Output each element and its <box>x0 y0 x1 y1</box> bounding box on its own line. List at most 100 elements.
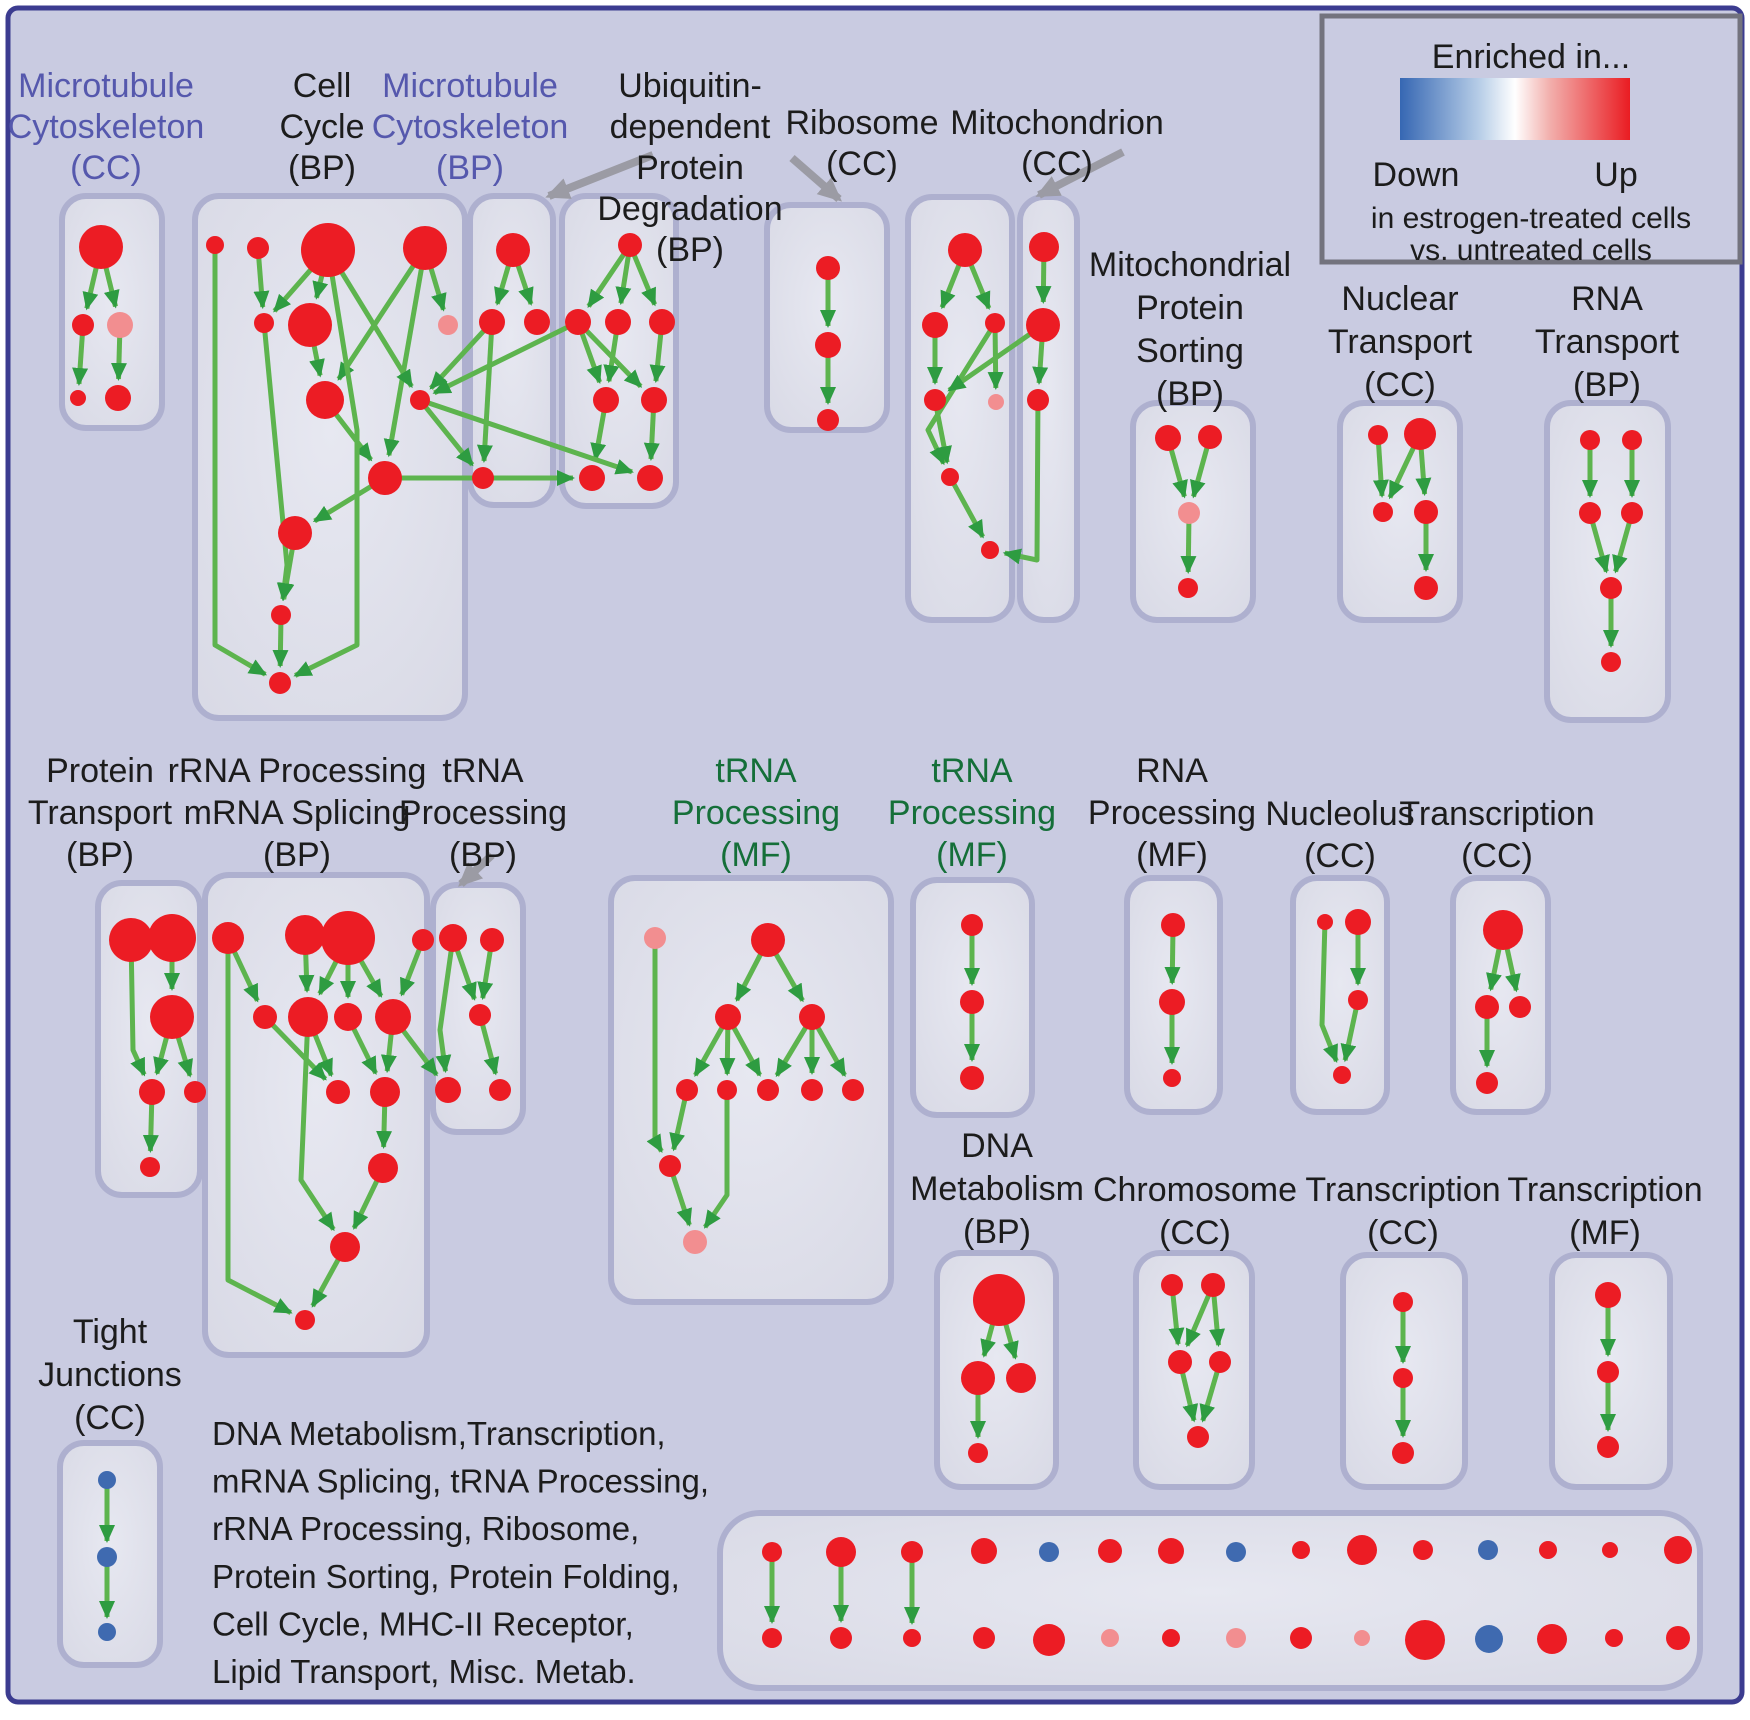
edge-protein-transport-0-3 <box>128 959 147 1077</box>
rna-proc-label: RNA Processing (MF) <box>1088 752 1256 874</box>
edge-ubiquitin-3-5 <box>649 332 666 384</box>
gene-set-node-ubiquitin-3 <box>649 309 675 335</box>
edges-layer <box>72 251 1640 1625</box>
go-term-box-mitochondrion <box>1017 194 1080 623</box>
gene-set-node-protein-transport-5 <box>140 1157 160 1177</box>
legend-gradient-bar <box>1400 78 1630 140</box>
edge-cell-cycle-2-12 <box>293 274 360 678</box>
go-term-box-ubiquitin <box>559 193 679 509</box>
edge-ubiquitin-1-4 <box>579 331 602 384</box>
cross-edge-ubiquitin-cell-cycle <box>432 324 570 396</box>
gene-set-node-bottom-strip-15 <box>762 1628 782 1648</box>
gene-set-node-mito-sorting-3 <box>1178 578 1198 598</box>
gene-set-node-protein-transport-0 <box>109 918 153 962</box>
gene-set-node-rrna-10 <box>368 1153 398 1183</box>
go-term-box-microtubule-bp <box>467 193 556 508</box>
gene-set-node-bottom-strip-23 <box>1290 1627 1312 1649</box>
gene-set-node-rrna-2 <box>321 911 375 965</box>
gene-set-node-microtubule-cc-1 <box>72 314 94 336</box>
gene-set-node-protein-transport-4 <box>184 1081 206 1103</box>
gene-set-node-transcription-mf-2 <box>1597 1436 1619 1458</box>
gene-set-node-ubiquitin-6 <box>579 465 605 491</box>
ribosome-label: Ribosome (CC) <box>785 104 938 183</box>
edge-rrna-2-5 <box>317 959 339 996</box>
gene-set-node-bottom-strip-19 <box>1033 1624 1065 1656</box>
go-term-box-chromosome <box>1133 1250 1255 1490</box>
gene-set-node-bottom-strip-17 <box>903 1629 921 1647</box>
edge-protein-transport-2-3 <box>153 1035 170 1076</box>
gene-set-node-chromosome-1 <box>1201 1273 1225 1297</box>
gene-set-node-trna-mf-big-4 <box>676 1079 698 1101</box>
edge-trna-bp-2-4 <box>479 1023 500 1076</box>
gene-set-node-dna-metabolism-3 <box>968 1443 988 1463</box>
rrna-label: rRNA Processing mRNA Splicing (BP) <box>168 752 427 874</box>
gene-set-node-rrna-0 <box>212 922 244 954</box>
edge-mito-sorting-2-3 <box>1180 521 1197 574</box>
edge-nucleolus-2-3 <box>1340 1007 1359 1063</box>
edge-cell-cycle-2-4 <box>272 267 314 313</box>
gene-set-node-tight-junctions-2 <box>98 1623 116 1641</box>
gene-set-node-dna-metabolism-0 <box>973 1274 1025 1326</box>
gene-set-node-rrna-8 <box>326 1080 350 1104</box>
edge-trna-bp-1-2 <box>477 949 494 1001</box>
trna-mf2-label: tRNA Processing (MF) <box>888 752 1056 874</box>
edge-rrna-11-12 <box>310 1257 341 1308</box>
gene-set-node-rrna-6 <box>334 1003 362 1031</box>
gene-set-node-microtubule-bp-2 <box>524 309 550 335</box>
gene-set-node-bottom-strip-10 <box>1413 1540 1433 1560</box>
gene-set-node-bottom-strip-26 <box>1475 1625 1503 1653</box>
edge-microtubule-bp-1-3 <box>476 332 494 463</box>
mitochondrion-label: Mitochondrion (CC) <box>950 104 1164 183</box>
edge-trna-mf-big-2-4 <box>693 1025 725 1077</box>
gene-set-node-dna-metabolism-1 <box>961 1361 995 1395</box>
edge-trna-bp-0-3 <box>435 949 454 1074</box>
edge-microtubule-cc-2-4 <box>110 335 127 381</box>
gene-set-node-trna-mf-big-2 <box>715 1004 741 1030</box>
gene-set-node-trna-mf-big-10 <box>683 1230 707 1254</box>
edge-rrna-5-8 <box>312 1032 334 1078</box>
gene-set-node-nucleolus-0 <box>1317 914 1333 930</box>
gene-set-node-cell-cycle-7 <box>306 381 344 419</box>
edge-rrna-0-4 <box>231 949 260 1003</box>
gene-set-node-chromosome-2 <box>1168 1350 1192 1374</box>
go-term-box-transcription-cc-mid <box>1450 875 1551 1115</box>
gene-set-node-bottom-strip-25 <box>1405 1620 1445 1660</box>
edge-rrna-2-7 <box>358 958 384 998</box>
gene-set-node-trna-bp-0 <box>439 924 467 952</box>
gene-set-node-ribosome-2 <box>985 313 1005 333</box>
gene-set-node-ubiquitin2-2 <box>817 409 839 431</box>
gene-set-node-chromosome-4 <box>1187 1426 1209 1448</box>
gene-set-node-transcription-mf-0 <box>1595 1282 1621 1308</box>
gene-set-node-rna-transport-2 <box>1579 502 1601 524</box>
edge-transcription-cc-mid-0-1 <box>1486 947 1502 992</box>
gene-set-node-bottom-strip-0 <box>762 1542 782 1562</box>
gene-set-node-bottom-strip-14 <box>1664 1536 1692 1564</box>
ubiquitin-label: Ubiquitin-dependent Protein Degradation (BP… <box>597 67 782 269</box>
edge-dna-metabolism-0-1 <box>980 1322 996 1358</box>
gene-set-node-rna-transport-1 <box>1622 430 1642 450</box>
edge-nuclear-transport-1-2 <box>1387 445 1417 500</box>
gene-set-node-cell-cycle-5 <box>288 303 332 347</box>
gene-set-node-mito-sorting-0 <box>1155 425 1181 451</box>
edge-chromosome-0-2 <box>1168 1293 1185 1347</box>
gene-set-node-tight-junctions-1 <box>97 1547 117 1567</box>
gene-set-node-cell-cycle-10 <box>278 516 312 550</box>
transcription-mf-label: Transcription (MF) <box>1507 1171 1702 1252</box>
gene-set-node-bottom-strip-27 <box>1537 1624 1567 1654</box>
nodes-layer <box>70 223 1692 1660</box>
edge-ubiquitin-5-7 <box>643 410 660 461</box>
gene-set-node-trna-bp-4 <box>489 1079 511 1101</box>
gene-set-node-bottom-strip-5 <box>1098 1539 1122 1563</box>
gene-set-node-rrna-12 <box>295 1310 315 1330</box>
gene-set-node-ribosome-4 <box>988 394 1004 410</box>
gene-set-node-trna-bp-1 <box>480 928 504 952</box>
gene-set-node-ubiquitin2-0 <box>816 256 840 280</box>
edge-ribosome-0-2 <box>968 262 992 311</box>
edge-transcription-cc-mid-0-2 <box>1504 947 1521 993</box>
ubiquitin-left-arrow <box>545 151 655 200</box>
labels-layer: Microtubule Cytoskeleton (CC) Cell Cycle (BP)… <box>8 67 1703 1437</box>
cross-edge-mitochondrion-ribosome <box>1002 408 1041 565</box>
gene-set-node-bottom-strip-3 <box>971 1538 997 1564</box>
gene-set-node-microtubule-bp-1 <box>479 309 505 335</box>
mitochondrion-arrow <box>1035 148 1125 199</box>
